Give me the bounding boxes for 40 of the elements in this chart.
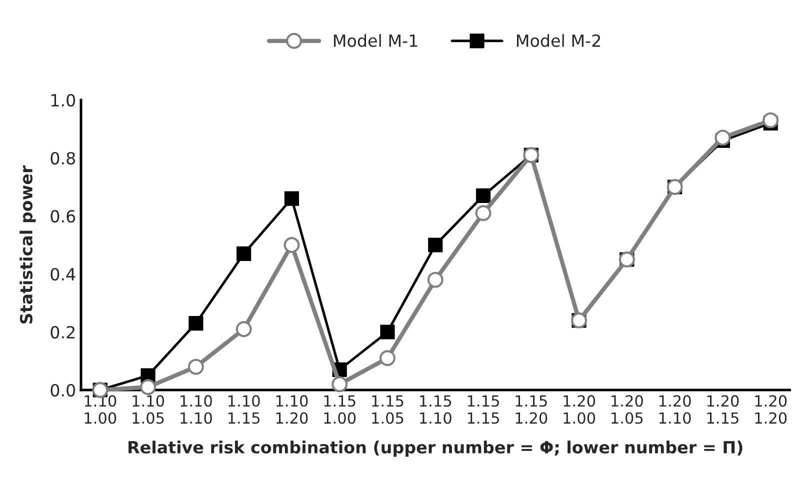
point [284,237,300,253]
point [427,272,444,288]
x-tick-label: 1.20 1.20 [755,395,787,424]
point [380,324,395,340]
x-tick-label: 1.20 1.10 [659,395,691,424]
point [762,112,779,128]
x-tick-label: 1.15 1.10 [420,395,452,424]
x-tick-label: 1.10 1.10 [180,395,212,424]
x-tick-label: 1.10 1.20 [276,395,308,424]
x-tick-label: 1.10 1.15 [228,395,260,424]
point [476,188,491,203]
point [188,316,204,331]
y-tick-label: 0.6 [50,210,76,223]
point [714,130,731,146]
point [236,321,252,338]
x-tick-label: 1.20 1.05 [612,395,643,424]
legend-label: Model M-2 [517,34,600,47]
point [140,379,156,396]
x-tick-label: 1.10 1.05 [132,395,164,424]
point [428,238,443,252]
point [379,350,396,366]
point [236,246,252,261]
x-tick-label: 1.20 1.15 [707,395,739,424]
y-tick-label: 0.8 [50,152,75,165]
point [475,205,492,222]
x-axis-title: Relative risk combination (upper number = Φ; lower number = Π) [128,440,742,457]
x-tick-label: 1.20 1.00 [564,395,596,424]
point [332,376,348,392]
point [284,191,300,206]
x-tick-label: 1.15 1.20 [516,395,548,424]
y-tick-label: 0.0 [50,384,76,397]
y-tick-label: 0.4 [50,268,76,281]
y-axis-title: Statistical power [20,165,36,324]
x-tick-label: 1.15 1.15 [468,395,499,424]
x-tick-label: 1.15 1.05 [372,395,404,424]
y-tick-label: 0.2 [50,326,74,339]
point [188,358,204,375]
x-tick-label: 1.15 1.00 [324,395,356,424]
legend-label: Model M-1 [334,34,418,47]
y-tick-label: 1.0 [51,94,76,107]
